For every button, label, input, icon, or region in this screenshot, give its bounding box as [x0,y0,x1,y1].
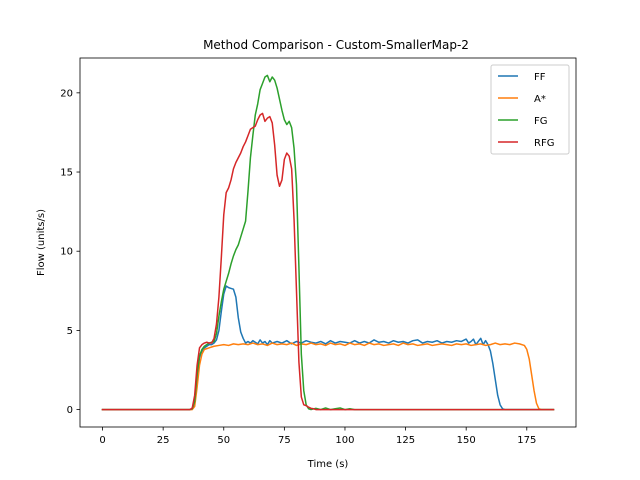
legend-entry: FG [534,116,548,127]
plot-lines [101,74,555,411]
x-tick-label: 150 [457,435,476,446]
x-axis: 0 25 50 75 100 125 150 175 [99,427,536,446]
series-line-3 [101,112,555,411]
y-tick-label: 5 [67,326,73,337]
x-tick-label: 175 [517,435,536,446]
chart-title: Method Comparison - Custom-SmallerMap-2 [203,38,469,52]
x-tick-label: 50 [217,435,230,446]
y-tick-label: 10 [60,247,73,258]
y-axis: 0 5 10 15 20 [60,88,80,416]
series-line-0 [101,285,555,411]
legend-box [490,64,570,155]
series-line-1 [101,342,555,411]
x-tick-label: 25 [157,435,170,446]
y-axis-label: Flow (units/s) [36,209,47,276]
y-tick-label: 20 [60,88,73,99]
legend-entry: FF [534,72,546,83]
x-tick-label: 125 [396,435,415,446]
x-axis-label: Time (s) [307,459,349,470]
x-tick-label: 100 [335,435,354,446]
plot-frame [79,57,577,428]
y-tick-label: 0 [67,405,73,416]
x-tick-label: 0 [99,435,105,446]
legend-entry: A* [534,94,546,105]
legend-entry: RFG [534,138,554,149]
x-tick-label: 75 [278,435,291,446]
y-tick-label: 15 [60,168,73,179]
legend: FF A* FG RFG [490,64,570,155]
